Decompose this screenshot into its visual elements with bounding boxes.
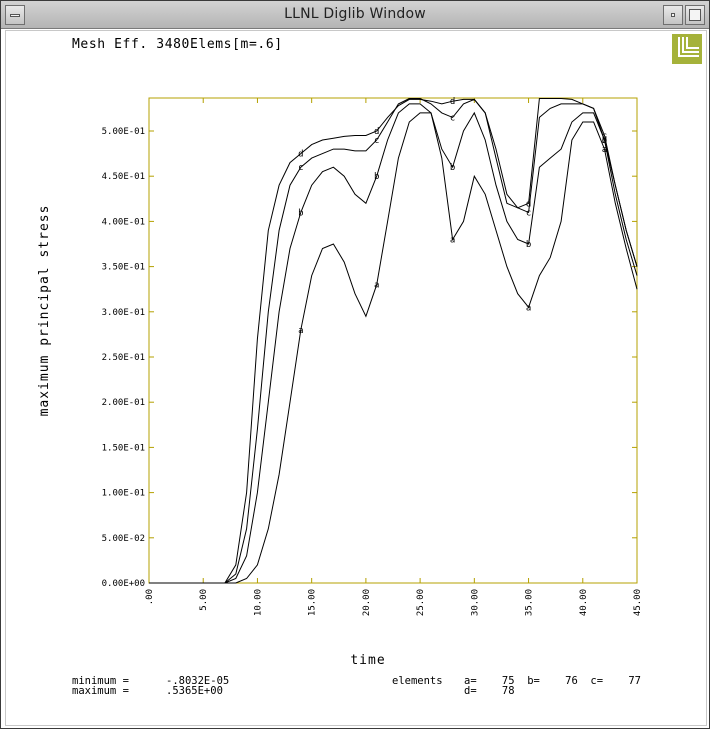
y-axis-label: maximum principal stress [37,205,52,417]
y-tick-label: 5.00E-02 [102,534,145,544]
minimize-button[interactable] [663,5,683,25]
series-marker-a: a [374,281,379,291]
series-line-c [149,98,638,584]
x-tick-label: .00 [145,589,155,605]
series-line-d [149,98,638,584]
y-tick-label: 2.00E-01 [102,398,145,408]
series-marker-b: b [450,163,455,173]
stress-chart: 0.00E+00 5.00E-02 1.00E-01 1.50E-01 2.00E-01… [37,97,643,668]
x-axis-label: time [350,653,385,668]
series-line-a [149,112,638,584]
y-tick-label: 1.50E-01 [102,443,145,453]
x-tick-label: 25.00 [416,589,426,616]
x-tick-label: 20.00 [362,589,372,616]
series-marker-c: c [450,113,455,123]
x-tick-label: 10.00 [253,589,263,616]
maximize-icon [689,9,701,21]
y-tick-label: 1.00E-01 [102,489,145,499]
y-tick-label: 0.00E+00 [102,579,145,589]
y-axis-ticks: 0.00E+00 5.00E-02 1.00E-01 1.50E-01 2.00E-01… [102,127,637,589]
series-marker-c: c [374,136,379,146]
x-tick-label: 35.00 [525,589,535,616]
minimum-label: minimum = [72,675,129,687]
series-marker-b: b [298,208,303,218]
window-title: LLNL Diglib Window [284,6,426,22]
series-line-b [149,103,638,584]
y-tick-label: 5.00E-01 [102,127,145,137]
maximum-label: maximum = [72,685,129,697]
series-marker-a: a [298,326,303,336]
series-marker-b: b [526,240,531,250]
llnl-logo-graphic [678,37,699,57]
y-tick-label: 2.50E-01 [102,353,145,363]
elements-line-1: a= 75 b= 76 c= 77 [464,675,642,687]
elements-line-2: d= 78 [464,685,515,697]
x-tick-label: 15.00 [308,589,318,616]
window-menu-icon [10,14,20,17]
series-marker-d: d [374,127,379,137]
y-tick-label: 3.00E-01 [102,308,145,318]
series-marker-a: a [602,145,607,155]
series-marker-d: d [526,199,531,209]
minimize-icon [671,13,675,17]
maximize-button[interactable] [685,5,705,25]
series-marker-c: c [602,132,607,142]
title-bar[interactable]: LLNL Diglib Window [1,1,709,29]
series-marker-c: c [526,208,531,218]
series-marker-d: d [602,136,607,146]
series-marker-a: a [526,303,531,313]
llnl-logo-icon [672,34,702,64]
x-tick-label: 40.00 [579,589,589,616]
series-curves [149,98,638,584]
series-marker-d: d [298,150,303,160]
x-tick-label: 45.00 [633,589,643,616]
x-tick-label: 5.00 [199,589,209,611]
y-tick-label: 4.00E-01 [102,217,145,227]
y-tick-label: 4.50E-01 [102,172,145,182]
series-marker-b: b [374,172,379,182]
series-marker-d: d [450,97,455,107]
minimum-value: -.8032E-05 [166,675,230,687]
window-menu-button[interactable] [5,5,25,25]
x-axis-ticks: .00 5.00 10.00 15.00 20.00 25.00 30.00 35.00 40.… [145,98,643,616]
series-marker-b: b [602,136,607,146]
elements-label: elements [392,675,443,687]
series-marker-c: c [298,163,303,173]
x-tick-label: 30.00 [470,589,480,616]
series-marker-a: a [450,235,455,245]
plot-title: Mesh Eff. 3480Elems[m=.6] [72,37,283,52]
plot-frame [148,97,638,584]
y-tick-label: 3.50E-01 [102,263,145,273]
plot-canvas: Mesh Eff. 3480Elems[m=.6] 0.00E+00 5.00E-… [5,30,707,726]
maximum-value: .5365E+00 [166,685,223,697]
